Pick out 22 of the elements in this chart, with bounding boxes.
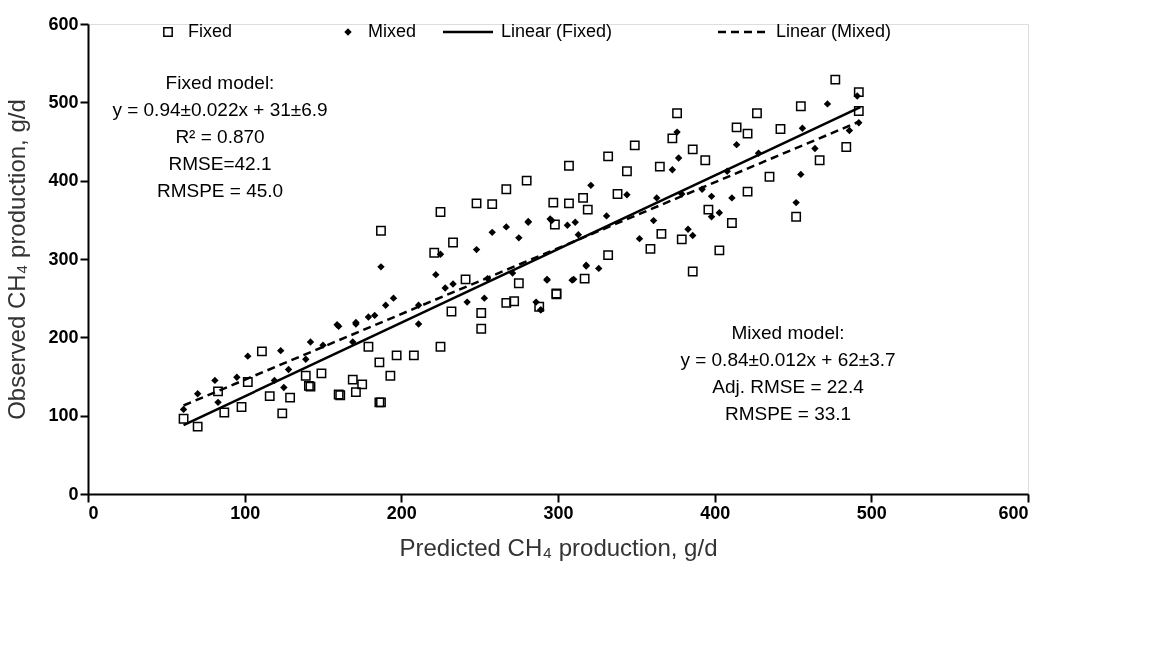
- x-tick-label: 500: [856, 502, 887, 523]
- y-tick-label: 300: [48, 248, 79, 269]
- y-tick-label: 400: [48, 170, 79, 191]
- legend-label: Fixed: [188, 21, 233, 41]
- legend-label: Linear (Fixed): [501, 21, 613, 41]
- x-tick-label: 300: [543, 502, 574, 523]
- legend-label: Linear (Mixed): [776, 21, 892, 41]
- x-tick-label: 0: [88, 502, 99, 523]
- y-tick-label: 500: [48, 91, 79, 112]
- x-tick-label: 200: [386, 502, 417, 523]
- y-tick-label: 100: [48, 405, 79, 426]
- y-tick-label: 600: [48, 13, 79, 34]
- y-tick-label: 0: [68, 483, 79, 504]
- x-tick-label: 400: [700, 502, 731, 523]
- annotation: Fixed model: y = 0.94±0.022x + 31±6.9 R² = 0.870 RMSE=42.1 RMSPE = 45.0: [112, 72, 328, 201]
- x-axis-title: Predicted CH₄ production, g/d: [399, 533, 718, 561]
- x-tick-label: 100: [230, 502, 261, 523]
- y-tick-label: 200: [48, 326, 79, 347]
- legend-label: Mixed: [368, 21, 417, 41]
- y-axis-title: Observed CH₄ production, g/d: [3, 99, 31, 420]
- annotation: Mixed model: y = 0.84±0.012x + 62±3.7 Adj. RMSE = 22.4 RMSPE = 33.1: [680, 322, 896, 424]
- x-tick-label: 600: [998, 502, 1029, 523]
